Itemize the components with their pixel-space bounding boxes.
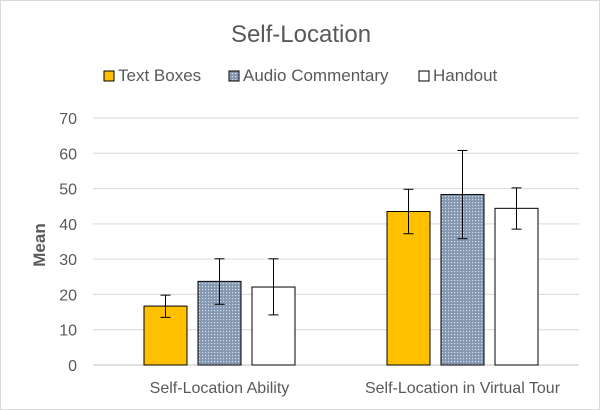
y-tick-label: 40 [59, 217, 77, 234]
error-bar [511, 187, 522, 230]
bar-text-boxes [386, 211, 431, 366]
legend-swatch [103, 70, 115, 82]
error-bar [268, 258, 279, 316]
x-category-label: Self-Location in Virtual Tour [365, 380, 561, 397]
category-labels: Self-Location Ability Self-Location in Vi… [150, 380, 561, 397]
error-bar [160, 294, 171, 318]
bar-audio-commentary [440, 194, 485, 366]
error-bar [403, 188, 414, 235]
y-tick-label: 50 [59, 182, 77, 199]
y-tick-label: 60 [59, 146, 77, 163]
error-bar [214, 258, 225, 305]
legend-label: Text Boxes [118, 66, 201, 85]
legend-swatch [228, 70, 240, 82]
y-axis-ticks: 0 10 20 30 40 50 60 70 [59, 111, 77, 375]
x-category-label: Self-Location Ability [150, 380, 290, 397]
bar-handout [494, 207, 539, 366]
bars [143, 194, 539, 366]
legend-swatch [418, 70, 430, 82]
error-bars [160, 149, 522, 318]
y-tick-label: 20 [59, 287, 77, 304]
chart-title: Self-Location [231, 21, 371, 48]
legend-label: Audio Commentary [243, 66, 389, 85]
y-axis-label: Mean [30, 223, 49, 266]
y-tick-label: 10 [59, 323, 77, 340]
legend: Text Boxes Audio Commentary Handout [103, 66, 498, 85]
y-tick-label: 30 [59, 252, 77, 269]
legend-item: Handout [418, 66, 498, 85]
legend-item: Audio Commentary [228, 66, 389, 85]
legend-item: Text Boxes [103, 66, 201, 85]
y-tick-label: 0 [68, 358, 77, 375]
legend-label: Handout [433, 66, 498, 85]
error-bar [457, 149, 468, 240]
y-tick-label: 70 [59, 111, 77, 128]
